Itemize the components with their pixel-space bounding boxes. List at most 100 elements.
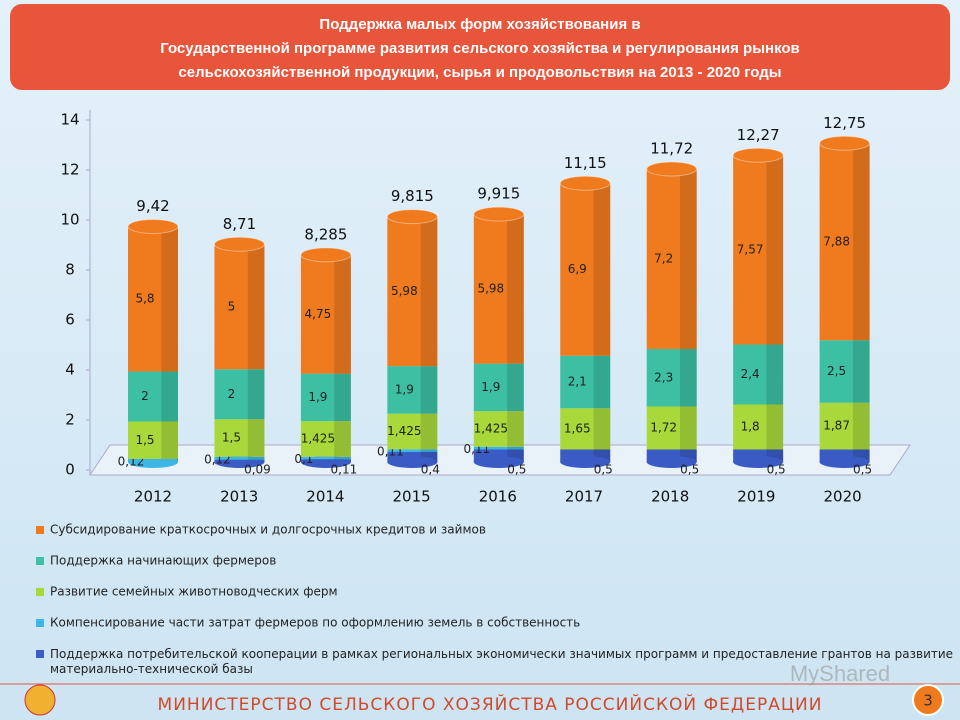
value-label: 0,5 bbox=[853, 463, 872, 477]
y-tick-label: 2 bbox=[65, 411, 75, 429]
title-line: сельскохозяйственной продукции, сырья и … bbox=[178, 64, 781, 81]
value-label: 1,425 bbox=[387, 424, 421, 438]
total-label: 11,72 bbox=[650, 140, 693, 158]
x-tick-label: 2019 bbox=[737, 488, 775, 506]
bar-shade bbox=[420, 452, 438, 462]
bar-shade bbox=[247, 244, 265, 370]
bar-cap bbox=[473, 206, 525, 222]
bar-shade bbox=[420, 413, 438, 450]
bar-shade bbox=[593, 408, 611, 450]
legend-swatch bbox=[36, 619, 44, 627]
bar-segment bbox=[473, 411, 524, 447]
bar-shade bbox=[593, 183, 611, 356]
bar-shade bbox=[766, 344, 784, 405]
bar-shade bbox=[334, 456, 351, 460]
y-tick-label: 14 bbox=[60, 111, 79, 129]
bar-shade bbox=[334, 421, 351, 457]
value-label: 1,9 bbox=[308, 390, 327, 404]
value-label: 5,98 bbox=[391, 284, 418, 298]
bar-shade bbox=[680, 349, 697, 407]
bar-shade bbox=[334, 373, 351, 422]
bar-base bbox=[387, 456, 438, 468]
x-tick-label: 2017 bbox=[565, 488, 603, 506]
bar-segment bbox=[387, 216, 438, 367]
value-label: 1,72 bbox=[650, 421, 677, 435]
bar-segment bbox=[733, 404, 784, 450]
x-tick-label: 2015 bbox=[393, 488, 431, 506]
total-label: 8,71 bbox=[223, 215, 256, 233]
bar-base bbox=[473, 456, 524, 468]
bar-segment bbox=[128, 421, 178, 459]
value-label: 2,3 bbox=[654, 370, 673, 384]
bar-segment bbox=[560, 408, 611, 450]
legend-label: Субсидирование краткосрочных и долгосроч… bbox=[50, 523, 486, 537]
value-label: 0,5 bbox=[594, 463, 613, 477]
value-label: 2 bbox=[141, 389, 149, 403]
bar-cap bbox=[732, 147, 784, 163]
value-label: 5 bbox=[228, 299, 236, 313]
bar-segment bbox=[819, 402, 870, 450]
bar-segment bbox=[560, 355, 611, 409]
value-label: 2,5 bbox=[827, 364, 846, 378]
value-label: 2 bbox=[228, 387, 236, 401]
bar-segment bbox=[300, 373, 351, 422]
bar-shade bbox=[247, 419, 265, 457]
value-label: 7,2 bbox=[654, 252, 673, 266]
total-label: 9,42 bbox=[136, 197, 169, 215]
bar-shade bbox=[161, 371, 178, 422]
total-label: 11,15 bbox=[564, 154, 607, 172]
legend-swatch bbox=[36, 650, 44, 658]
y-tick-label: 4 bbox=[65, 361, 75, 379]
bar-shade bbox=[247, 456, 265, 460]
legend-label: Компенсирование части затрат фермеров по… bbox=[50, 616, 580, 630]
bar-segment bbox=[300, 421, 351, 457]
bar-segment bbox=[214, 369, 265, 420]
x-tick-label: 2012 bbox=[134, 488, 172, 506]
bar-shade bbox=[766, 155, 784, 345]
value-label: 2,1 bbox=[568, 375, 587, 389]
bar-cap bbox=[819, 135, 871, 151]
bar-shade bbox=[852, 402, 870, 450]
bar-segment bbox=[819, 143, 870, 341]
bar-segment bbox=[473, 363, 524, 412]
value-label: 1,65 bbox=[564, 421, 591, 435]
logo bbox=[24, 684, 56, 716]
legend-swatch bbox=[36, 526, 44, 534]
bar-segment bbox=[473, 446, 524, 450]
page-badge bbox=[912, 684, 944, 716]
legend-swatch bbox=[36, 588, 44, 596]
bar-base bbox=[646, 456, 697, 468]
x-tick-label: 2014 bbox=[306, 488, 344, 506]
bar-segment bbox=[560, 183, 611, 356]
bar-cap bbox=[300, 247, 352, 263]
total-label: 9,915 bbox=[477, 185, 520, 203]
bar-cap bbox=[213, 236, 265, 252]
value-label: 7,88 bbox=[823, 234, 850, 248]
bar-shade bbox=[247, 369, 265, 420]
bar-segment bbox=[387, 413, 438, 450]
value-label: 0,5 bbox=[680, 463, 699, 477]
bar-shade bbox=[507, 411, 524, 447]
bar-cap bbox=[386, 209, 438, 225]
bar-shade bbox=[420, 449, 438, 452]
x-tick-label: 2016 bbox=[479, 488, 517, 506]
watermark: MyShared bbox=[790, 661, 890, 686]
bar-segment bbox=[214, 456, 265, 460]
value-label: 1,8 bbox=[741, 420, 760, 434]
value-label: 1,9 bbox=[395, 382, 414, 396]
total-label: 9,815 bbox=[391, 187, 434, 205]
bar-shade bbox=[680, 169, 697, 349]
value-label: 6,9 bbox=[568, 262, 587, 276]
bar-base bbox=[733, 456, 784, 468]
value-label: 0,4 bbox=[421, 463, 440, 477]
y-tick-label: 8 bbox=[65, 261, 75, 279]
title-box bbox=[10, 4, 950, 90]
bar-segment bbox=[819, 340, 870, 403]
bar-shade bbox=[507, 214, 524, 364]
y-tick-label: 6 bbox=[65, 311, 75, 329]
bar-segment bbox=[387, 449, 438, 452]
bar-segment bbox=[733, 155, 784, 345]
page-number: 3 bbox=[923, 692, 933, 710]
bar-segment bbox=[214, 244, 265, 370]
